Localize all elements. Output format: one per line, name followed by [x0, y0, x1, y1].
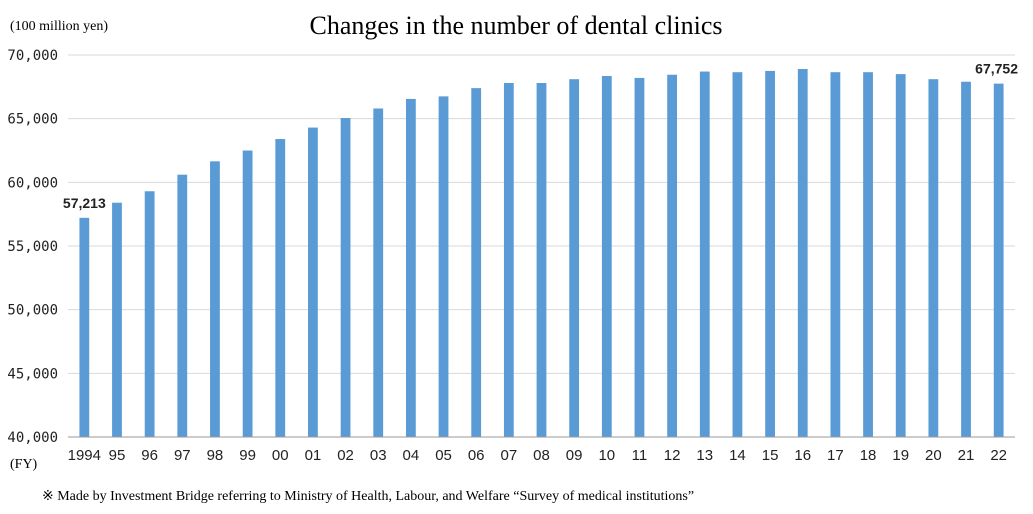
unit-label: (100 million yen)	[10, 19, 108, 34]
x-tick-label: 98	[207, 447, 224, 464]
x-tick-label: 13	[696, 447, 713, 464]
bar	[536, 83, 547, 437]
x-tick-label: 10	[598, 447, 615, 464]
bar	[993, 83, 1004, 437]
bar	[177, 174, 188, 437]
bar	[797, 69, 808, 438]
bars	[79, 69, 1004, 438]
bar	[144, 191, 155, 437]
x-axis-ticks: 1994 95 96 97 98 99 00 01 02 03 04 05 06 07 08 09 10 11 12…	[68, 447, 1007, 464]
bar	[895, 74, 906, 437]
bar	[308, 127, 318, 437]
x-tick-label: 05	[435, 447, 452, 464]
x-tick-label: 07	[501, 447, 518, 464]
y-tick-label: 60,000	[7, 175, 58, 191]
bar	[503, 83, 514, 437]
x-tick-label: 09	[566, 447, 583, 464]
bar	[961, 81, 971, 438]
x-tick-label: 17	[827, 447, 844, 464]
x-tick-label: 95	[109, 447, 126, 464]
data-label: 57,213	[63, 195, 106, 211]
y-tick-label: 55,000	[7, 239, 58, 255]
bar	[765, 70, 775, 438]
bar	[569, 79, 580, 438]
x-tick-label: 12	[664, 447, 681, 464]
bar	[373, 108, 384, 437]
x-tick-label: 99	[239, 447, 256, 464]
x-tick-label: 06	[468, 447, 485, 464]
bar	[405, 98, 416, 438]
y-tick-label: 65,000	[7, 112, 58, 128]
x-tick-label: 97	[174, 447, 191, 464]
bar	[699, 71, 710, 437]
y-tick-label: 70,000	[7, 48, 58, 64]
bar	[275, 139, 286, 438]
bar	[667, 74, 678, 437]
y-tick-label: 45,000	[7, 366, 58, 382]
bar	[79, 217, 90, 437]
x-tick-label: 18	[860, 447, 877, 464]
bar	[210, 161, 220, 437]
y-axis-ticks: 40,000 45,000 50,000 55,000 60,000 65,000 70,0…	[7, 48, 58, 446]
bar	[112, 202, 122, 437]
bar	[634, 77, 645, 438]
x-tick-label: 03	[370, 447, 387, 464]
bar	[438, 96, 449, 437]
x-tick-label: 21	[958, 447, 975, 464]
bar	[863, 72, 873, 437]
data-labels: 57,213 67,752	[63, 61, 1018, 211]
x-tick-label: 20	[925, 447, 942, 464]
x-axis-label: (FY)	[10, 457, 38, 472]
x-tick-label: 22	[990, 447, 1007, 464]
bar	[471, 88, 482, 438]
x-tick-label: 11	[632, 447, 648, 464]
bar	[601, 76, 612, 437]
y-tick-label: 50,000	[7, 303, 58, 319]
footnote: ※ Made by Investment Bridge referring to…	[42, 489, 694, 504]
x-tick-label: 04	[403, 447, 420, 464]
x-tick-label: 14	[729, 447, 746, 464]
bar	[928, 79, 939, 438]
chart-title: Changes in the number of dental clinics	[309, 11, 722, 40]
bar	[732, 72, 743, 437]
bar	[830, 72, 841, 437]
x-tick-label: 19	[892, 447, 909, 464]
x-tick-label: 15	[762, 447, 779, 464]
y-tick-label: 40,000	[7, 430, 58, 446]
x-tick-label: 1994	[68, 447, 101, 464]
x-tick-label: 02	[337, 447, 354, 464]
x-tick-label: 00	[272, 447, 289, 464]
x-tick-label: 08	[533, 447, 550, 464]
x-tick-label: 96	[141, 447, 158, 464]
bar	[242, 150, 253, 437]
data-label: 67,752	[975, 61, 1018, 77]
x-tick-label: 01	[305, 447, 322, 464]
x-tick-label: 16	[794, 447, 811, 464]
bar	[340, 118, 351, 437]
